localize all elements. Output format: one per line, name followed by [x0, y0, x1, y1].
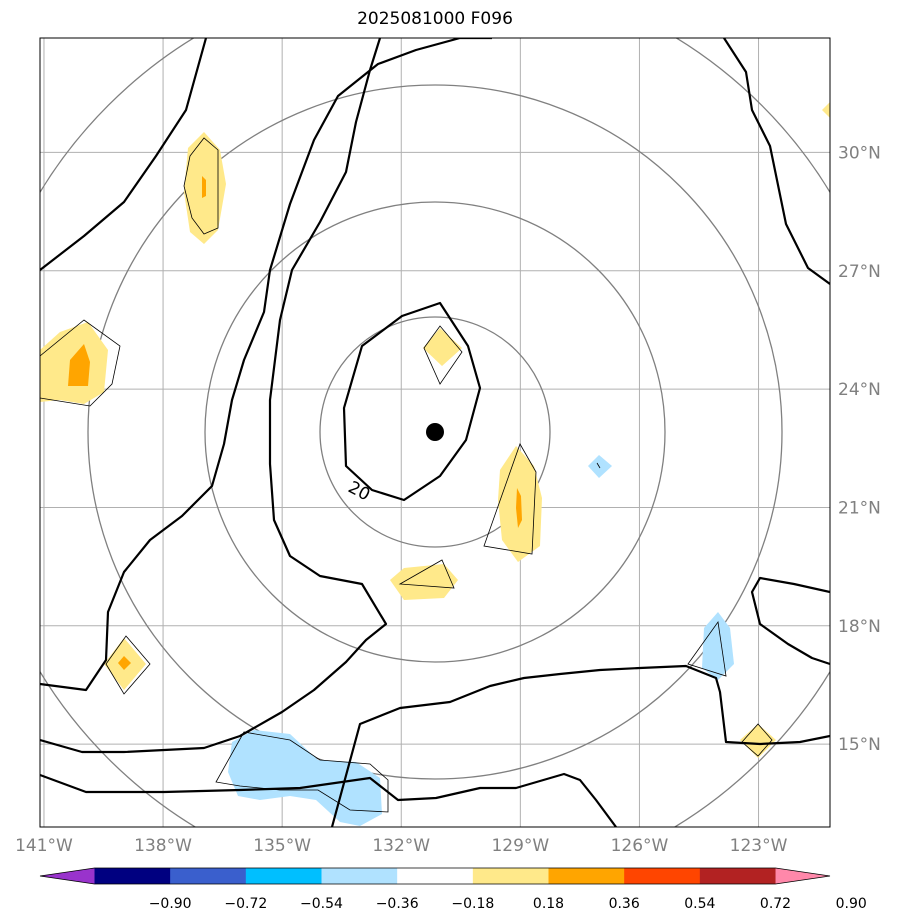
isoline — [40, 772, 617, 827]
thin-contour — [596, 462, 601, 469]
colorbar-segment — [170, 868, 247, 884]
negative-anomaly-region — [588, 455, 612, 478]
colorbar-labels: −0.90 −0.72 −0.54 −0.36 −0.18 0.18 0.36 0.54 0.7… — [149, 896, 867, 912]
latitude-tick-label: 27°N — [838, 262, 881, 282]
colorbar-segment — [94, 868, 171, 884]
colorbar-segment — [321, 868, 398, 884]
colorbar-tick-label: 0.72 — [760, 896, 791, 912]
colorbar — [39, 867, 831, 885]
positive-anomaly-region — [423, 328, 462, 366]
colorbar-segment — [397, 868, 474, 884]
strong-positive-anomaly-region — [68, 344, 90, 386]
colorbar-segment — [624, 868, 701, 884]
colorbar-min-extension — [40, 868, 95, 884]
latitude-tick-label: 30°N — [838, 143, 881, 163]
gridlines — [40, 38, 830, 827]
range-ring — [319, 316, 551, 548]
map-title: 2025081000 F096 — [357, 9, 513, 29]
storm-center-marker — [426, 423, 444, 441]
thin-contour — [423, 325, 463, 385]
longitude-tick-label: 135°W — [253, 836, 311, 856]
isoline — [723, 38, 830, 285]
colorbar-tick-label: 0.36 — [609, 896, 640, 912]
longitude-tick-label: 123°W — [730, 836, 788, 856]
positive-anomaly-region — [390, 564, 458, 600]
thick-contours — [40, 38, 830, 827]
colorbar-tick-label: −0.18 — [451, 896, 494, 912]
thin-contour — [687, 620, 727, 677]
isoline — [40, 38, 388, 754]
thin-contour — [183, 137, 219, 235]
thin-contour — [105, 635, 151, 695]
colorbar-max-extension — [775, 868, 830, 884]
range-ring — [204, 201, 666, 663]
range-ring — [40, 38, 830, 827]
negative-anomaly-region — [702, 612, 734, 680]
strong-positive-anomaly-region — [516, 488, 522, 528]
colorbar-tick-label: 0.90 — [836, 896, 867, 912]
colorbar-segment — [472, 868, 550, 884]
contour-label: 20 — [345, 478, 373, 506]
shaded-regions — [40, 102, 830, 826]
colorbar-segment — [548, 868, 625, 884]
negative-anomaly-region — [228, 730, 382, 826]
colorbar-segment — [245, 868, 322, 884]
strong-positive-anomaly-region — [118, 656, 131, 670]
longitude-tick-label: 138°W — [134, 836, 192, 856]
positive-anomaly-region — [740, 724, 776, 758]
isoline — [40, 38, 492, 692]
thin-contour — [741, 723, 773, 757]
latitude-tick-label: 15°N — [838, 735, 881, 755]
range-ring — [87, 84, 783, 780]
colorbar-tick-label: −0.90 — [149, 896, 192, 912]
range-rings — [40, 38, 830, 827]
colorbar-segment — [699, 868, 777, 884]
longitude-labels: 141°W 138°W 135°W 132°W 129°W 126°W 123°W — [15, 836, 788, 856]
latitude-tick-label: 18°N — [838, 617, 881, 637]
colorbar-tick-label: −0.72 — [224, 896, 267, 912]
plot-frame — [39, 37, 831, 828]
longitude-tick-label: 141°W — [15, 836, 73, 856]
positive-anomaly-region — [822, 102, 830, 118]
thin-contours — [40, 137, 773, 813]
longitude-tick-label: 129°W — [491, 836, 549, 856]
thin-contour — [483, 443, 537, 555]
colorbar-tick-label: −0.36 — [376, 896, 419, 912]
colorbar-tick-label: 0.54 — [684, 896, 715, 912]
isoline — [330, 664, 830, 827]
latitude-tick-label: 24°N — [838, 380, 881, 400]
strong-positive-anomaly-region — [202, 176, 206, 198]
longitude-tick-label: 126°W — [611, 836, 669, 856]
latitude-tick-label: 21°N — [838, 498, 881, 518]
thin-contour — [398, 559, 455, 589]
colorbar-outline — [39, 867, 831, 885]
latitude-labels: 15°N 18°N 21°N 24°N 27°N 30°N — [838, 143, 881, 755]
thin-contour — [40, 319, 121, 407]
isoline — [40, 38, 208, 271]
isoline — [342, 301, 482, 502]
colorbar-tick-label: −0.54 — [300, 896, 343, 912]
longitude-tick-label: 132°W — [372, 836, 430, 856]
isoline — [750, 576, 830, 666]
colorbar-tick-label: 0.18 — [533, 896, 564, 912]
